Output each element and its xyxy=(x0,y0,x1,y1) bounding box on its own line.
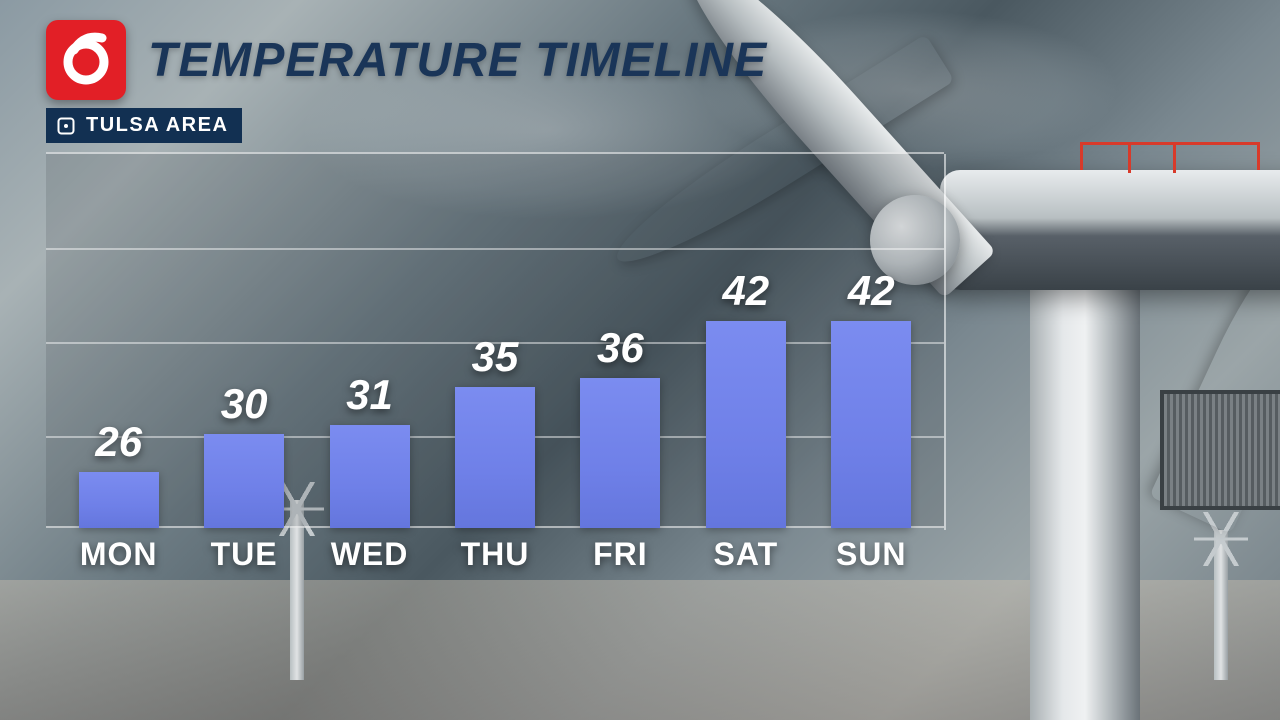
day-label: WED xyxy=(330,536,410,578)
day-label: SUN xyxy=(831,536,911,578)
day-label: MON xyxy=(79,536,159,578)
bar-value-label: 26 xyxy=(95,418,142,466)
bar-value-label: 42 xyxy=(848,267,895,315)
bar-slot: 36 xyxy=(580,324,660,528)
location-target-icon xyxy=(56,116,76,136)
graphic-title: TEMPERATURE TIMELINE xyxy=(148,33,767,88)
day-label: FRI xyxy=(580,536,660,578)
nacelle-railing xyxy=(1080,142,1260,170)
nacelle-vent xyxy=(1160,390,1280,510)
location-label: TULSA AREA xyxy=(86,114,228,137)
bar-slot: 35 xyxy=(455,333,535,528)
bar-value-label: 42 xyxy=(722,267,769,315)
temperature-bar xyxy=(455,387,535,528)
turbine-nacelle xyxy=(940,170,1280,290)
day-label: THU xyxy=(455,536,535,578)
header: TEMPERATURE TIMELINE xyxy=(46,20,767,100)
channel-6-icon xyxy=(58,32,114,88)
bar-slot: 42 xyxy=(706,267,786,528)
bar-value-label: 35 xyxy=(472,333,519,381)
temperature-bar xyxy=(580,378,660,528)
bar-value-label: 30 xyxy=(221,380,268,428)
distant-turbine xyxy=(1214,530,1228,680)
temperature-bar xyxy=(706,321,786,528)
location-tag: TULSA AREA xyxy=(46,108,242,143)
bar-slot: 31 xyxy=(330,371,410,528)
day-label: TUE xyxy=(204,536,284,578)
bar-value-label: 36 xyxy=(597,324,644,372)
temperature-bar xyxy=(204,434,284,528)
chart-right-border xyxy=(944,154,946,530)
bar-value-label: 31 xyxy=(346,371,393,419)
temperature-chart: 26 30 31 35 36 42 42 MON TUE WED THU FRI SAT SUN xyxy=(46,152,944,578)
turbine-tower xyxy=(1030,285,1140,720)
station-logo xyxy=(46,20,126,100)
temperature-bar xyxy=(330,425,410,528)
temperature-bar xyxy=(79,472,159,528)
temperature-bar xyxy=(831,321,911,528)
bar-slot: 26 xyxy=(79,418,159,528)
bar-container: 26 30 31 35 36 42 42 xyxy=(46,152,944,528)
bar-slot: 42 xyxy=(831,267,911,528)
bar-slot: 30 xyxy=(204,380,284,528)
day-label: SAT xyxy=(706,536,786,578)
day-label-row: MON TUE WED THU FRI SAT SUN xyxy=(46,536,944,578)
